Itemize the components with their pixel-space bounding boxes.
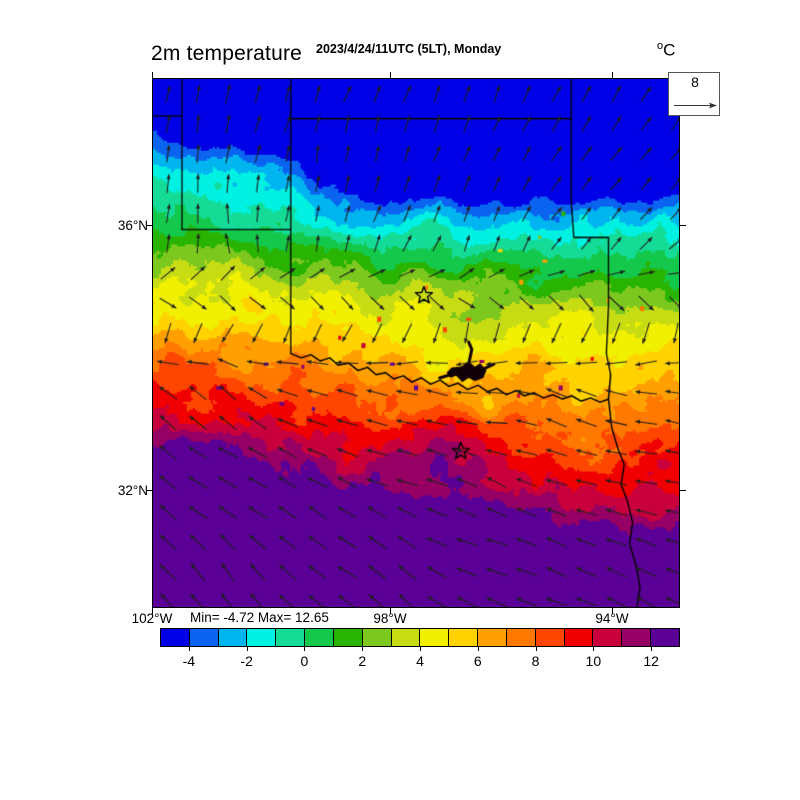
map-panel[interactable] xyxy=(152,78,680,608)
colorbar-swatch xyxy=(651,629,679,646)
lon-tick xyxy=(390,72,392,78)
lon-tick xyxy=(152,608,154,614)
colorbar-swatch xyxy=(333,629,363,646)
colorbar-tick-label: 0 xyxy=(300,653,309,669)
colorbar-swatch xyxy=(391,629,421,646)
colorbar: -4 -2 0 2 4 6 8 10 12 xyxy=(160,628,680,669)
colorbar-tick xyxy=(477,647,479,651)
colorbar-swatches xyxy=(160,628,680,647)
colorbar-swatch xyxy=(218,629,248,646)
wind-key-value: 8 xyxy=(691,74,699,90)
colorbar-swatch xyxy=(535,629,565,646)
colorbar-swatch xyxy=(506,629,536,646)
colorbar-swatch xyxy=(276,629,306,646)
lon-label-98w: 98°W xyxy=(373,611,407,626)
colorbar-tick-label: 4 xyxy=(416,653,424,669)
colorbar-swatch xyxy=(593,629,623,646)
colorbar-tick xyxy=(593,647,595,651)
lat-tick xyxy=(146,225,152,227)
colorbar-swatch xyxy=(189,629,219,646)
colorbar-swatch xyxy=(478,629,507,646)
colorbar-swatch xyxy=(622,629,652,646)
colorbar-tick xyxy=(188,647,190,651)
lon-tick xyxy=(390,608,392,614)
lat-label-36n: 36°N xyxy=(117,218,148,233)
colorbar-tick xyxy=(304,647,306,651)
colorbar-tick-label: 6 xyxy=(473,653,482,669)
colorbar-swatch xyxy=(305,629,334,646)
lat-tick xyxy=(680,490,686,492)
lon-tick xyxy=(612,72,614,78)
colorbar-tick-label: 8 xyxy=(531,653,540,669)
colorbar-tick xyxy=(651,647,653,651)
colorbar-tick-label: 10 xyxy=(585,653,602,669)
unit-label: oC xyxy=(657,40,675,61)
colorbar-tick-label: 12 xyxy=(643,653,659,669)
colorbar-tick xyxy=(362,647,364,651)
lon-tick xyxy=(612,608,614,614)
lat-tick xyxy=(680,225,686,227)
lon-label-102w: 102°W xyxy=(131,611,173,626)
lon-tick xyxy=(152,72,154,78)
lat-tick xyxy=(146,490,152,492)
colorbar-swatch xyxy=(161,629,190,646)
page-title: 2m temperature xyxy=(151,42,303,65)
colorbar-swatch xyxy=(564,629,594,646)
colorbar-swatch xyxy=(247,629,277,646)
colorbar-tick-label: 2 xyxy=(358,653,367,669)
colorbar-tick-label: -2 xyxy=(240,653,253,669)
header-datetime: 2023/4/24/11UTC (5LT), Monday xyxy=(316,42,502,56)
wind-vector-legend: 8 xyxy=(668,72,720,116)
lat-label-32n: 32°N xyxy=(117,483,148,498)
degree-symbol: o xyxy=(657,40,664,52)
colorbar-tick xyxy=(246,647,248,651)
colorbar-tick xyxy=(535,647,537,651)
colorbar-swatch xyxy=(449,629,479,646)
temperature-field xyxy=(153,79,679,607)
colorbar-swatch xyxy=(362,629,392,646)
colorbar-tick-label: -4 xyxy=(182,653,196,669)
wind-vector-arrow-icon xyxy=(674,102,717,109)
lon-label-94w: 94°W xyxy=(595,611,629,626)
minmax-annotation: Min= -4.72 Max= 12.65 xyxy=(190,610,329,625)
colorbar-tick xyxy=(420,647,421,651)
colorbar-swatch xyxy=(420,629,450,646)
unit-celsius: C xyxy=(663,40,676,60)
